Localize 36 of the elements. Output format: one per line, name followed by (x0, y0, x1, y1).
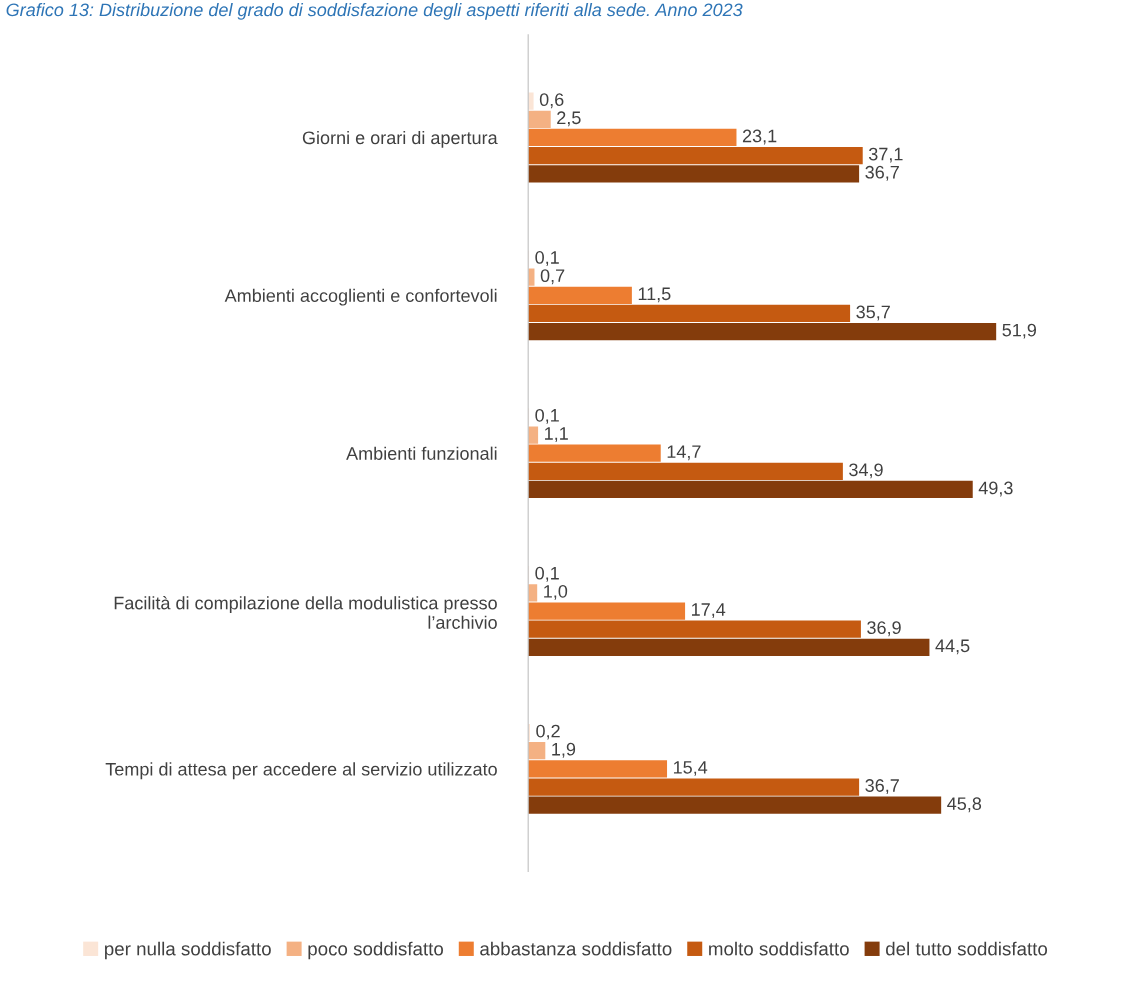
legend-label: molto soddisfatto (709, 941, 849, 956)
data-label: 1,0 (544, 584, 568, 600)
data-label: 17,4 (692, 603, 726, 619)
data-label: 1,1 (545, 427, 568, 443)
legend-label: per nulla soddisfatto (105, 941, 271, 960)
data-label: 0,7 (540, 269, 565, 285)
data-label: 51,9 (1002, 323, 1037, 339)
data-label: 36,7 (865, 779, 899, 795)
legend-label: del tutto soddisfatto (886, 941, 1048, 956)
data-label: 15,4 (673, 761, 708, 776)
y-tick-label: Facilità di compilazione della modulistica presso l’archivio (114, 595, 497, 629)
data-label: 45,8 (947, 797, 982, 813)
data-label: 36,9 (867, 621, 901, 637)
data-label: 44,5 (935, 639, 970, 655)
data-label: 0,2 (536, 724, 560, 740)
y-tick-label: Ambienti funzionali (346, 446, 497, 460)
data-label: 14,7 (667, 445, 701, 461)
data-label: 0,1 (535, 408, 559, 424)
text: Grafico 13: Distribuzione del grado di soddisfazione degli aspetti riferiti alla sede. Anno 2023 (6, 2, 743, 20)
y-tick-label: Tempi di attesa per accedere al servizio utilizzato (105, 762, 497, 780)
data-label: 37,1 (868, 147, 903, 163)
data-label: 0,1 (535, 566, 559, 582)
data-label: 35,7 (856, 305, 890, 321)
data-label: 0,1 (535, 251, 559, 266)
data-label: 36,7 (865, 165, 899, 181)
data-label: 0,6 (539, 93, 564, 109)
y-tick-label: Giorni e orari di apertura (302, 130, 498, 148)
data-label: 23,1 (742, 129, 777, 145)
data-label: 34,9 (849, 463, 883, 479)
data-label: 49,3 (978, 481, 1013, 497)
y-tick-label: Ambienti accoglienti e confortevoli (224, 288, 497, 306)
legend-label: abbastanza soddisfatto (480, 941, 672, 956)
data-label: 2,5 (557, 111, 581, 127)
legend-label: poco soddisfatto (308, 941, 443, 960)
data-label: 11,5 (638, 287, 671, 303)
data-label: 1,9 (552, 742, 576, 758)
